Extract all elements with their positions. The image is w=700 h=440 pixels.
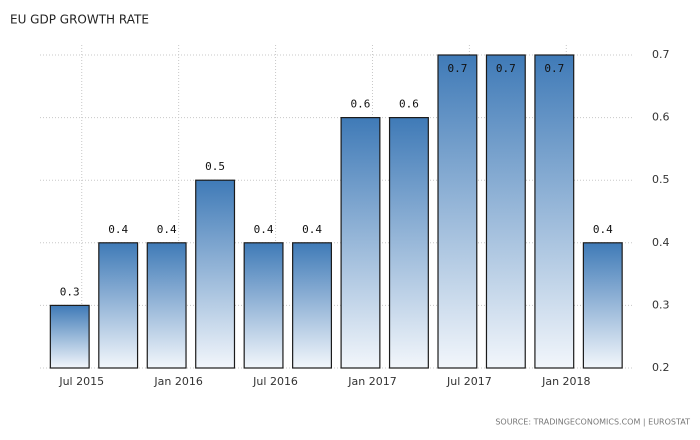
value-label: 0.4 (302, 223, 322, 236)
value-label: 0.5 (205, 160, 225, 173)
bar (243, 242, 284, 369)
y-tick-label: 0.6 (652, 111, 670, 124)
value-label: 0.7 (544, 62, 564, 75)
value-label: 0.7 (447, 62, 467, 75)
bar (534, 54, 575, 369)
y-tick-label: 0.4 (652, 236, 670, 249)
value-label: 0.3 (60, 285, 80, 298)
bar (146, 242, 187, 369)
bar (485, 54, 526, 369)
value-label: 0.4 (108, 223, 128, 236)
value-label: 0.4 (593, 223, 613, 236)
value-label: 0.4 (254, 223, 274, 236)
value-label: 0.4 (157, 223, 177, 236)
bar (437, 54, 478, 369)
y-tick-label: 0.5 (652, 173, 670, 186)
bar (292, 242, 333, 369)
bar (388, 116, 429, 369)
bar (340, 116, 381, 369)
source: SOURCE: TRADINGECONOMICS.COM | EUROSTAT (495, 418, 690, 427)
bar (49, 304, 90, 369)
chart-title: EU GDP GROWTH RATE (10, 13, 149, 27)
y-tick-label: 0.3 (652, 298, 670, 311)
y-tick-label: 0.2 (652, 361, 670, 374)
x-tick-label: Jul 2016 (252, 375, 298, 388)
x-tick-label: Jul 2015 (58, 375, 104, 388)
bar (195, 179, 236, 369)
value-label: 0.6 (351, 98, 371, 111)
x-tick-label: Jul 2017 (446, 375, 492, 388)
x-tick-label: Jan 2018 (541, 375, 590, 388)
x-tick-label: Jan 2017 (347, 375, 396, 388)
value-label: 0.6 (399, 98, 419, 111)
x-tick-label: Jan 2016 (153, 375, 202, 388)
bar (582, 242, 623, 369)
bar (98, 242, 139, 369)
y-tick-label: 0.7 (652, 48, 670, 61)
value-label: 0.7 (496, 62, 516, 75)
